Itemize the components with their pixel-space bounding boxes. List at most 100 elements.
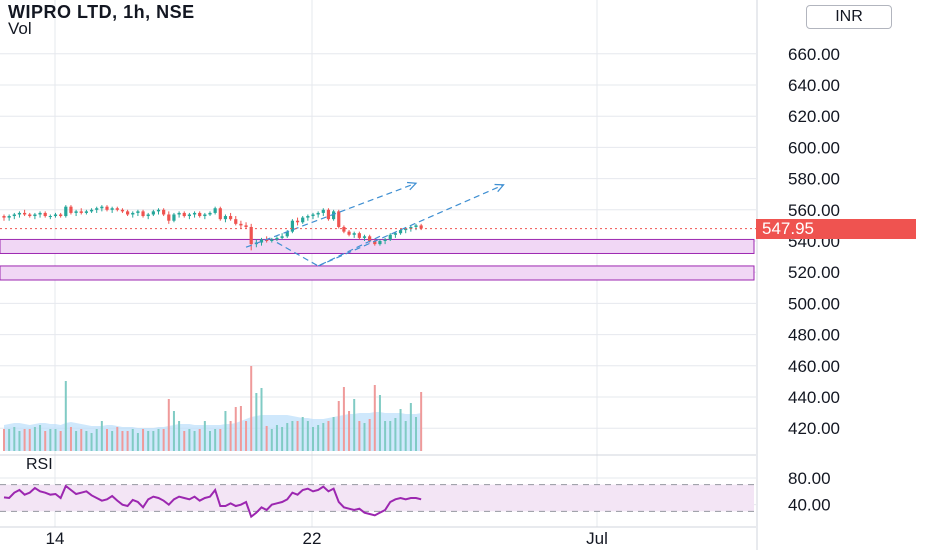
volume-bar — [353, 399, 356, 451]
candle — [280, 233, 284, 240]
candle-body — [100, 206, 104, 209]
candle — [115, 206, 119, 212]
candle-body — [249, 226, 253, 245]
candle-body — [357, 233, 361, 238]
candle-body — [131, 212, 135, 215]
candle-body — [105, 206, 109, 210]
volume-bar — [332, 417, 335, 451]
volume-bar — [59, 431, 62, 451]
time-tick-label: 22 — [303, 529, 322, 548]
volume-bar — [8, 429, 11, 451]
candle-body — [141, 211, 145, 217]
candle — [131, 211, 135, 218]
volume-bar — [3, 429, 5, 451]
volume-bar — [312, 427, 314, 451]
volume-bar — [95, 429, 98, 451]
volume-bar — [111, 431, 114, 451]
support-zone — [0, 238, 755, 254]
candle-body — [270, 239, 274, 241]
candle-body — [53, 214, 58, 217]
volume-bar — [80, 429, 83, 451]
time-tick-label: Jul — [586, 529, 608, 548]
candle — [64, 205, 68, 218]
candle — [146, 212, 150, 220]
volume-bar — [49, 429, 52, 451]
volume-bar — [54, 429, 57, 451]
volume-bar — [270, 429, 273, 451]
candle-body — [12, 214, 16, 217]
volume-bar — [378, 395, 381, 451]
volume-bar — [275, 425, 278, 451]
volume-bar — [234, 407, 237, 451]
candle — [136, 209, 140, 217]
candle-body — [7, 216, 11, 218]
candle-body — [146, 214, 150, 217]
candle — [23, 209, 27, 217]
volume-bar — [404, 421, 407, 451]
candle — [28, 212, 32, 218]
candle-body — [84, 211, 88, 213]
candle — [414, 223, 418, 231]
candle — [270, 237, 274, 243]
candle — [177, 211, 181, 218]
candle — [69, 205, 73, 215]
candle-body — [208, 212, 212, 215]
volume-bar — [136, 433, 139, 451]
price-tick-label: 600.00 — [788, 138, 840, 157]
legend: WIPRO LTD, 1h, NSE Vol — [8, 2, 195, 39]
candle — [275, 236, 279, 241]
currency-button[interactable]: INR — [806, 5, 892, 29]
candle-body — [120, 209, 125, 212]
volume-bar — [399, 409, 402, 451]
candle-body — [115, 208, 119, 210]
volume-bar — [131, 429, 134, 451]
candle-body — [285, 231, 289, 237]
candle-body — [136, 211, 140, 213]
candle — [223, 214, 228, 223]
candle-body — [213, 208, 217, 213]
candle-body — [172, 214, 176, 221]
volume-bar — [281, 427, 284, 451]
candle-body — [239, 223, 243, 226]
support-zone — [0, 265, 755, 281]
volume-bar — [373, 385, 376, 451]
candle — [419, 223, 423, 231]
candle — [218, 206, 222, 221]
candle-body — [223, 216, 228, 220]
candle-body — [265, 239, 269, 241]
candle-body — [89, 209, 94, 212]
volume-bar — [296, 421, 299, 451]
volume-ma-area — [4, 412, 422, 451]
projection-arrowhead — [406, 181, 418, 191]
volume-bar — [167, 399, 170, 451]
price-tick-label: 480.00 — [788, 326, 840, 345]
price-tick-label: 520.00 — [788, 263, 840, 282]
candle-body — [74, 211, 78, 213]
candle-body — [321, 209, 325, 213]
volume-bar — [317, 425, 320, 451]
candle-body — [69, 206, 73, 213]
volume-bar — [18, 431, 21, 451]
volume-bar — [28, 429, 31, 451]
volume-bar — [44, 431, 47, 451]
candle-body — [79, 211, 83, 213]
volume-bar — [209, 431, 211, 451]
candle-body — [326, 209, 331, 220]
volume-bar — [415, 417, 417, 451]
time-tick-label: 14 — [46, 529, 65, 548]
volume-bar — [203, 421, 206, 451]
volume-bar — [39, 425, 42, 451]
volume-bar — [245, 421, 248, 451]
candle-body — [301, 217, 305, 223]
candle-body — [409, 226, 413, 229]
candle — [120, 208, 125, 213]
volume-bar — [301, 417, 304, 451]
candle — [290, 219, 294, 234]
candle — [337, 209, 341, 229]
candle-body — [110, 208, 114, 210]
volume-bar — [126, 431, 129, 451]
candle — [95, 206, 99, 213]
candle — [167, 211, 171, 224]
volume-bar — [306, 421, 309, 451]
